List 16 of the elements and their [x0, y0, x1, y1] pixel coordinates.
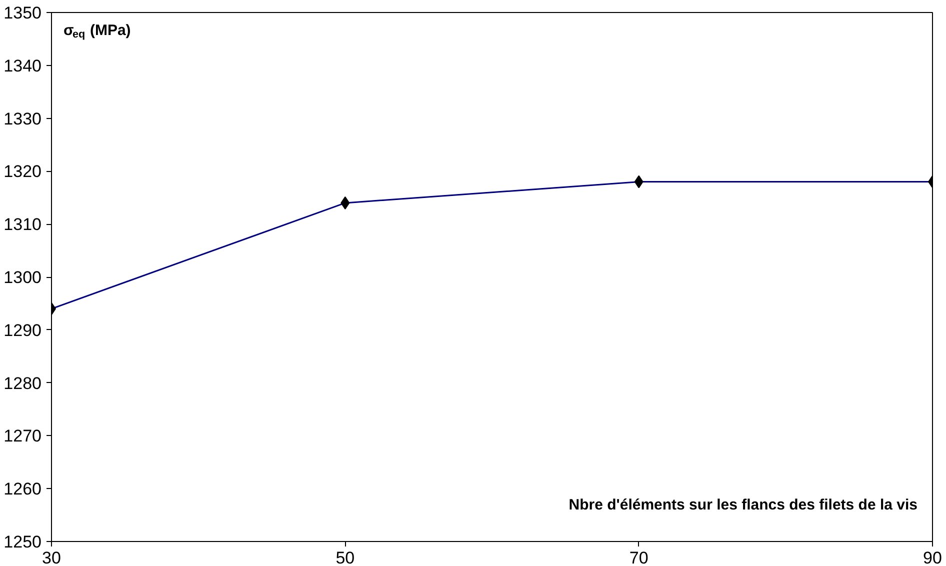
y-tick-label: 1350: [4, 4, 42, 22]
x-tick-label: 70: [629, 548, 648, 566]
y-tick-label: 1270: [4, 426, 42, 446]
y-tick-label: 1280: [4, 374, 42, 393]
y-tick-label: 1310: [4, 215, 42, 234]
x-tick-label: 50: [336, 548, 355, 566]
x-tick-label: 90: [923, 548, 942, 566]
y-tick-label: 1320: [4, 162, 42, 182]
y-tick-label: 1260: [4, 480, 42, 499]
y-tick-label: 1250: [4, 532, 42, 552]
x-axis-title: Nbre d'éléments sur les flancs des filets de la vis: [568, 496, 918, 514]
y-tick-label: 1340: [4, 56, 42, 76]
y-tick-label: 1300: [4, 268, 42, 287]
y-tick-label: 1330: [4, 109, 42, 128]
y-tick-label: 1290: [4, 320, 42, 340]
x-tick-label: 30: [42, 548, 61, 566]
